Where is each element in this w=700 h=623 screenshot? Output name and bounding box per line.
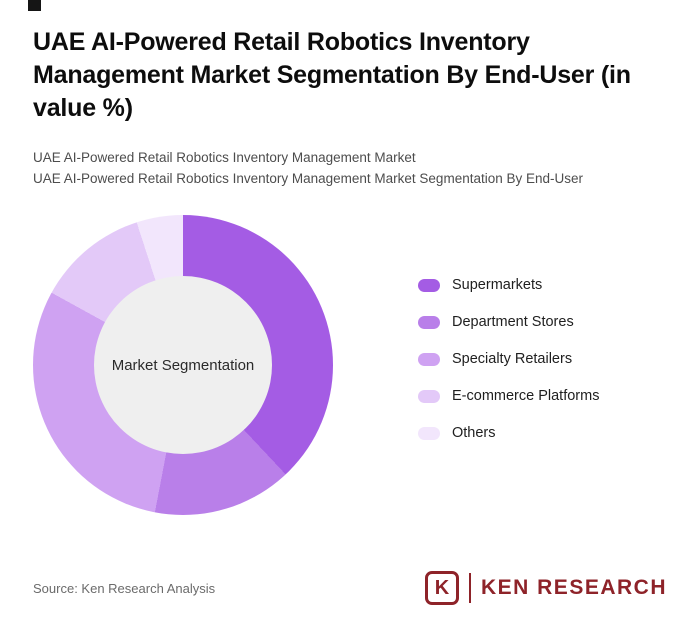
legend-swatch-specialty-retailers: [418, 352, 440, 366]
legend-item-supermarkets: Supermarkets: [418, 277, 599, 293]
legend-swatch-e-commerce-platforms: [418, 389, 440, 403]
legend-label-specialty-retailers: Specialty Retailers: [452, 351, 573, 367]
page-content: UAE AI-Powered Retail Robotics Inventory…: [33, 28, 667, 515]
page-title: UAE AI-Powered Retail Robotics Inventory…: [33, 28, 631, 122]
legend-swatch-others: [418, 426, 440, 440]
footer: Source: Ken Research Analysis K KEN RESE…: [0, 553, 700, 623]
subtitle-line-1: UAE AI-Powered Retail Robotics Inventory…: [33, 150, 416, 165]
legend-label-department-stores: Department Stores: [452, 314, 574, 330]
legend-swatch-supermarkets: [418, 278, 440, 292]
subtitle-line-2: UAE AI-Powered Retail Robotics Inventory…: [33, 171, 584, 186]
donut-center: Market Segmentation: [94, 276, 272, 454]
legend-label-supermarkets: Supermarkets: [452, 277, 543, 293]
ken-research-logo: K KEN RESEARCH: [424, 571, 667, 605]
logo-brand-text: KEN RESEARCH: [480, 576, 667, 599]
legend-item-e-commerce-platforms: E-commerce Platforms: [418, 388, 599, 404]
donut-center-label: Market Segmentation: [111, 356, 255, 374]
legend-item-others: Others: [418, 425, 599, 441]
legend-swatch-department-stores: [418, 315, 440, 329]
logo-divider: [468, 573, 471, 603]
legend-label-others: Others: [452, 425, 496, 441]
chart-area: Market Segmentation Supermarkets Departm…: [33, 215, 667, 515]
legend-item-department-stores: Department Stores: [418, 314, 599, 330]
legend-item-specialty-retailers: Specialty Retailers: [418, 351, 599, 367]
donut-chart: Market Segmentation: [33, 215, 333, 515]
chart-legend: Supermarkets Department Stores Specialty…: [418, 215, 599, 441]
corner-mark: [28, 0, 41, 11]
logo-k-icon: K: [424, 571, 459, 605]
source-text: Source: Ken Research Analysis: [33, 580, 216, 596]
legend-label-e-commerce-platforms: E-commerce Platforms: [452, 388, 600, 404]
